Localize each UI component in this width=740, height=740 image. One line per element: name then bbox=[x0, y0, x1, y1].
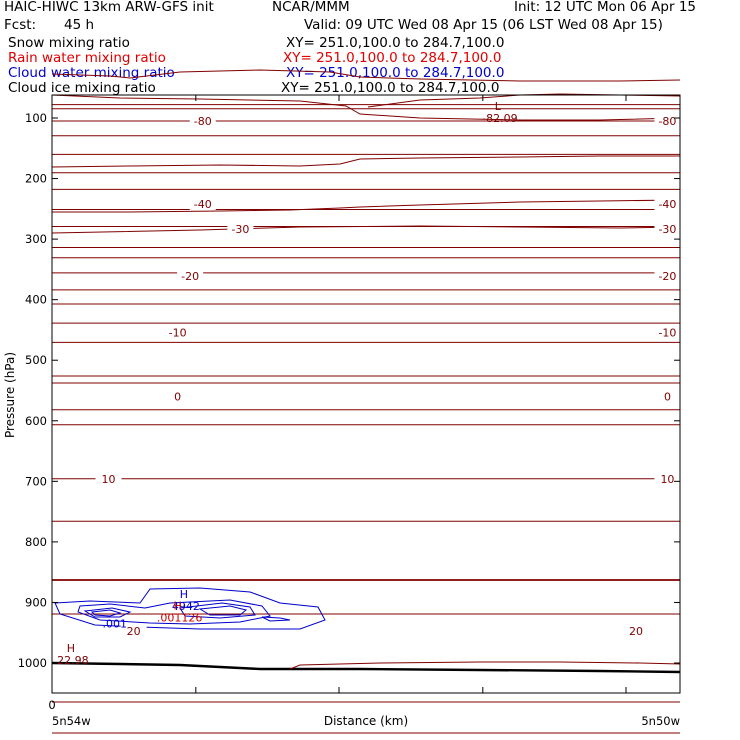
model-title: HAIC-HIWC 13km ARW-GFS init bbox=[4, 0, 214, 15]
x-left-label: 5n54w bbox=[52, 714, 91, 728]
isotherm-label: -80 bbox=[658, 115, 676, 128]
isotherm-label-bg bbox=[95, 472, 122, 485]
isotherm-curve bbox=[51, 94, 681, 121]
field-xy-cloud-water: XY= 251.0,100.0 to 284.7,100.0 bbox=[286, 65, 505, 81]
x-origin-label: 0 bbox=[48, 698, 55, 712]
extremum-marker: H bbox=[173, 600, 181, 613]
isotherm-label-bg bbox=[189, 115, 216, 128]
field-xy-rain: XY= 251.0,100.0 to 284.7,100.0 bbox=[283, 50, 502, 66]
extremum-marker: H bbox=[180, 588, 188, 601]
y-tick-label-900: 900 bbox=[25, 595, 47, 609]
isotherm-curve bbox=[289, 661, 681, 670]
y-tick-label-400: 400 bbox=[25, 293, 47, 307]
y-tick-label-200: 200 bbox=[25, 172, 47, 186]
cloud-water-contour bbox=[179, 602, 256, 619]
isotherm-label: -20 bbox=[181, 270, 199, 283]
field-xy-snow: XY= 251.0,100.0 to 284.7,100.0 bbox=[286, 35, 505, 51]
isotherm-label: 20 bbox=[127, 625, 141, 638]
isotherm-label: -40 bbox=[194, 198, 212, 211]
extremum-value: 4942 bbox=[172, 600, 200, 613]
cloud-water-contour bbox=[261, 616, 291, 622]
isotherm-label: -10 bbox=[658, 326, 676, 339]
ground-surface-line bbox=[51, 661, 681, 674]
cloud-water-contour bbox=[83, 607, 132, 618]
y-tick-label-500: 500 bbox=[25, 353, 47, 367]
field-name-rain: Rain water mixing ratio bbox=[8, 50, 166, 66]
extremum-value: 22.98 bbox=[57, 654, 89, 667]
isotherm-label-bg bbox=[654, 197, 681, 210]
isotherm-label-bg bbox=[654, 115, 681, 128]
forecast-hours: 45 h bbox=[64, 17, 95, 33]
extremum-marker: H bbox=[67, 642, 75, 655]
x-right-label: 5n50w bbox=[641, 714, 680, 728]
isotherm-label-bg bbox=[164, 390, 191, 403]
plot-frame bbox=[51, 94, 681, 694]
x-axis-label: Distance (km) bbox=[324, 714, 408, 728]
isotherm-curve bbox=[51, 69, 681, 82]
isotherm-label: 10 bbox=[102, 473, 116, 486]
valid-time: Valid: 09 UTC Wed 08 Apr 15 (06 LST Wed … bbox=[304, 17, 663, 33]
temperature-isotherms bbox=[51, 69, 681, 734]
isotherm-label-bg bbox=[623, 624, 650, 637]
y-tick-label-800: 800 bbox=[25, 535, 47, 549]
isotherm-label: 20 bbox=[629, 625, 643, 638]
y-tick-label-700: 700 bbox=[25, 474, 47, 488]
isotherm-label: -30 bbox=[231, 223, 249, 236]
isotherm-curve bbox=[51, 225, 681, 234]
isotherm-label-bg bbox=[164, 326, 191, 339]
isotherm-label: -10 bbox=[169, 326, 187, 339]
isotherm-label: -20 bbox=[658, 270, 676, 283]
isotherm-label: 0 bbox=[174, 391, 181, 404]
isotherm-label-bg bbox=[654, 326, 681, 339]
cloud-water-contours bbox=[54, 587, 326, 630]
extremum-value: .001126 bbox=[157, 612, 203, 625]
isotherm-label-bg bbox=[120, 624, 147, 637]
forecast-label: Fcst: bbox=[4, 17, 37, 33]
distance-axis bbox=[195, 95, 627, 693]
cloud-water-contour bbox=[77, 599, 271, 625]
isotherm-label: -40 bbox=[658, 198, 676, 211]
extremum-value: -82.09 bbox=[482, 112, 517, 125]
isotherm-label-bg bbox=[227, 222, 254, 235]
field-name-cloud-water: Cloud water mixing ratio bbox=[8, 65, 175, 81]
isotherm-label-bg bbox=[654, 472, 681, 485]
init-time: Init: 12 UTC Mon 06 Apr 15 bbox=[514, 0, 696, 15]
cloud-contour-label: .001 bbox=[103, 618, 128, 631]
y-axis-label: Pressure (hPa) bbox=[3, 352, 17, 438]
cloud-water-contour bbox=[54, 587, 326, 630]
extremum-marker: L bbox=[495, 100, 502, 113]
org-label: NCAR/MMM bbox=[272, 0, 350, 15]
cloud-water-contour bbox=[90, 609, 122, 617]
y-tick-label-1000: 1000 bbox=[18, 656, 47, 670]
isotherm-curve bbox=[51, 155, 680, 168]
isotherm-label: 0 bbox=[664, 391, 671, 404]
isotherm-label: 10 bbox=[660, 473, 674, 486]
isotherm-label: -80 bbox=[194, 115, 212, 128]
field-name-cloud-ice: Cloud ice mixing ratio bbox=[8, 80, 156, 96]
field-xy-cloud-ice: XY= 251.0,100.0 to 284.7,100.0 bbox=[281, 80, 500, 96]
y-tick-label-600: 600 bbox=[25, 414, 47, 428]
isotherm-curve bbox=[52, 199, 681, 213]
isotherm-label-bg bbox=[189, 197, 216, 210]
cloud-water-contour bbox=[198, 605, 248, 616]
isotherm-label: -30 bbox=[658, 223, 676, 236]
field-name-snow: Snow mixing ratio bbox=[8, 35, 130, 51]
isotherm-label-bg bbox=[654, 270, 681, 283]
y-tick-label-300: 300 bbox=[25, 232, 47, 246]
isotherm-label-bg bbox=[654, 222, 681, 235]
contour-labels: -80 -80 -40 -40 -30 -30 -20 -20 -10 -10 0 0 10 10 20 20… bbox=[57, 100, 681, 667]
isotherm-label-bg bbox=[177, 270, 204, 283]
isotherm-label-bg bbox=[654, 390, 681, 403]
y-tick-label-100: 100 bbox=[25, 111, 47, 125]
